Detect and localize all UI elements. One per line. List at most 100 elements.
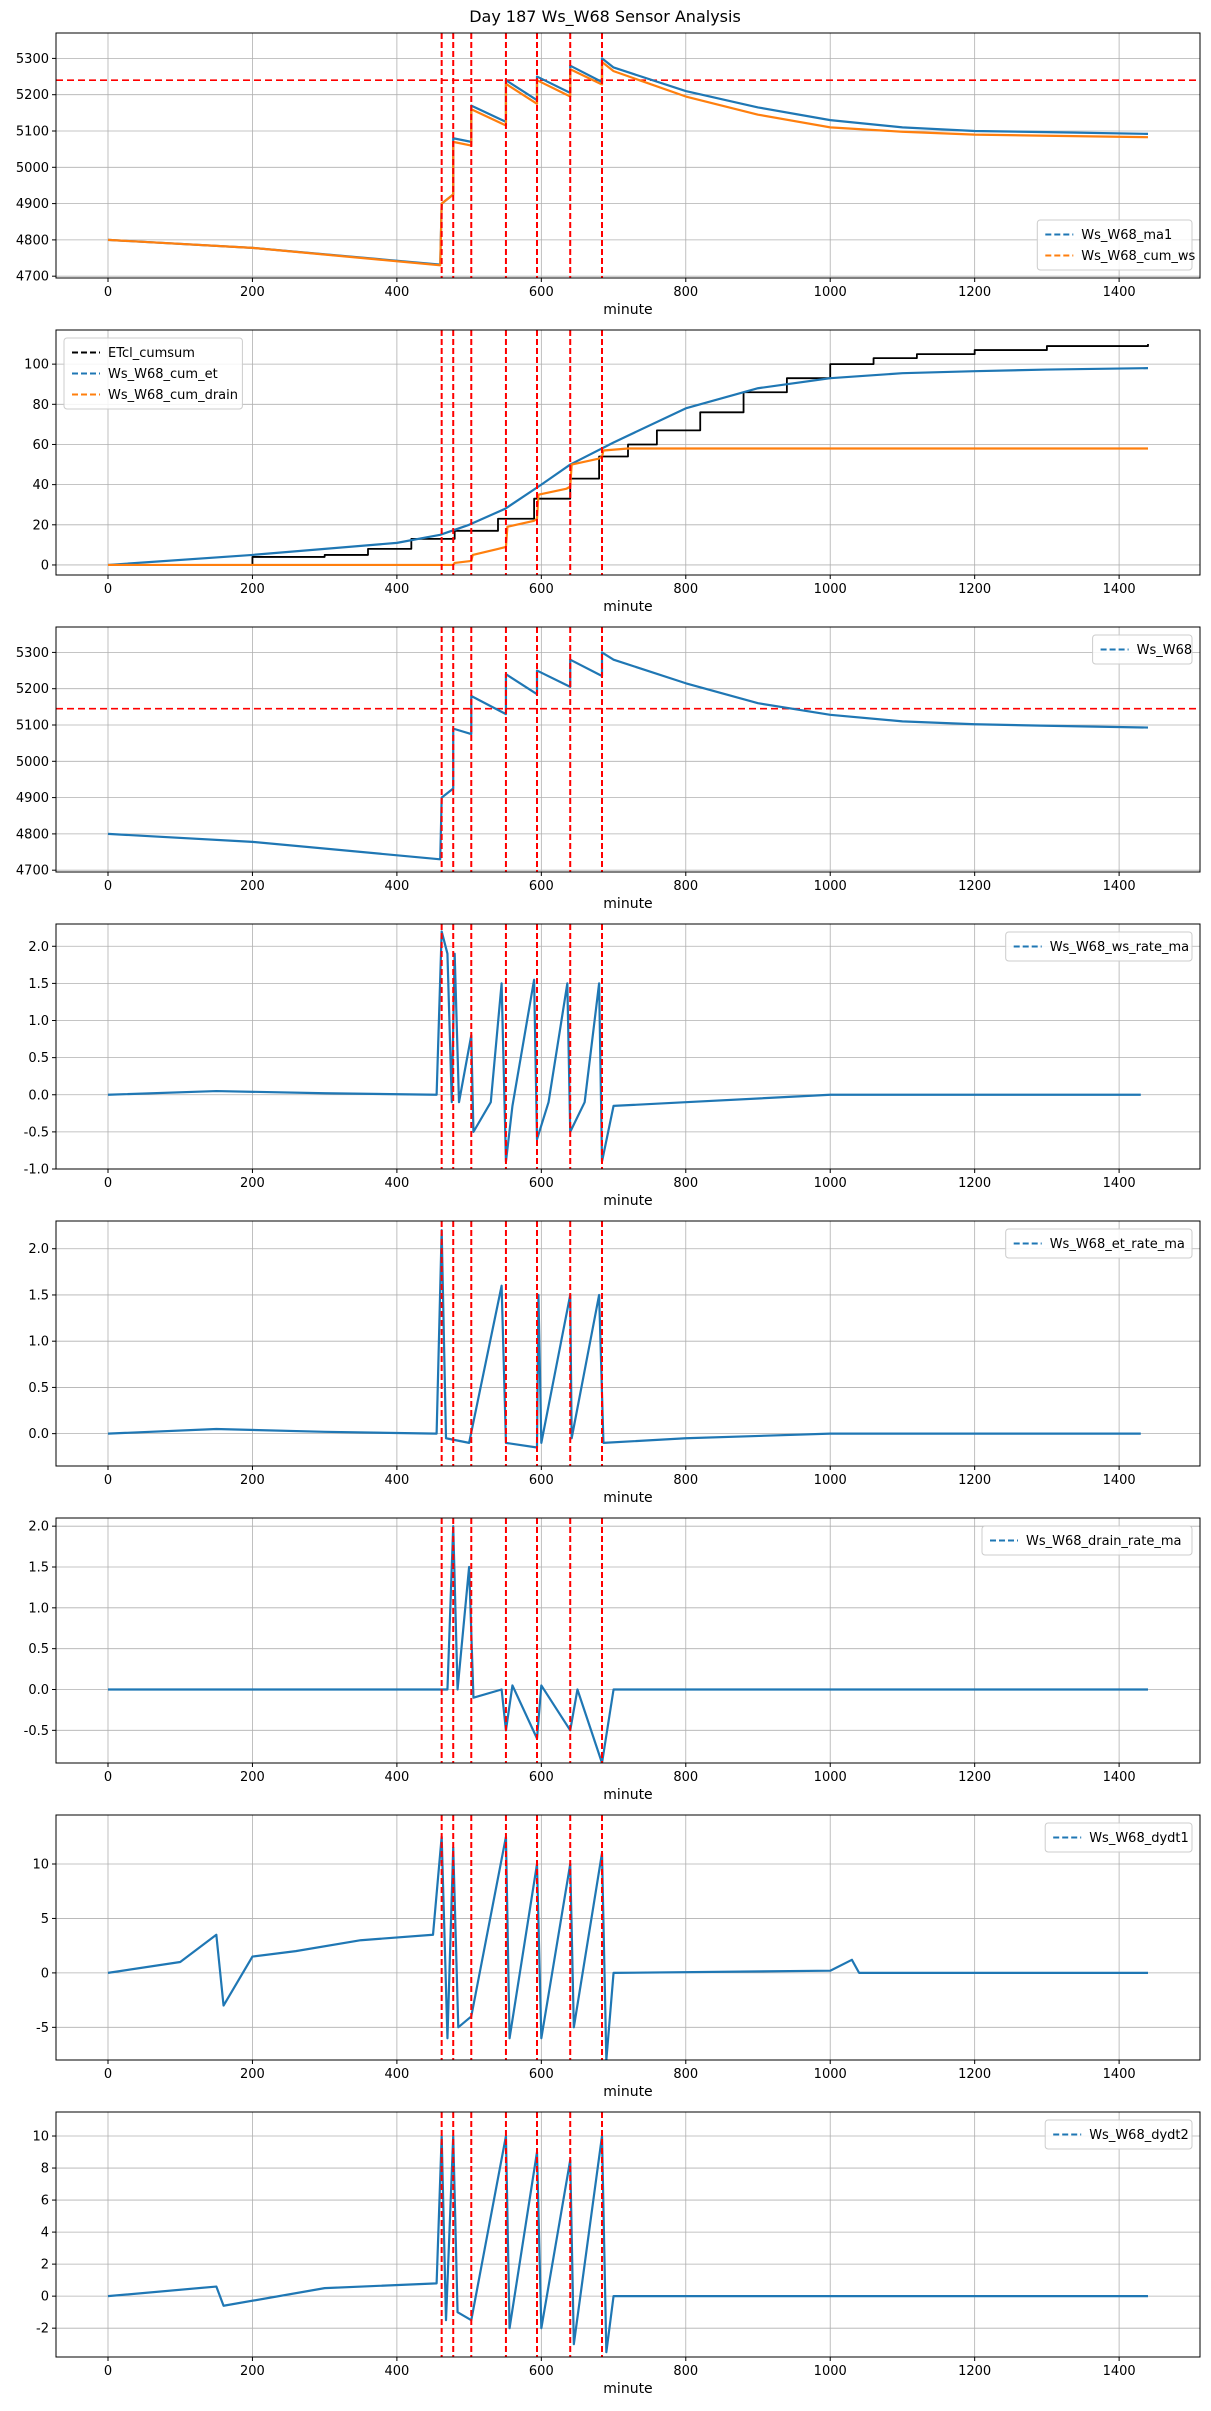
- x-tick-label: 1000: [814, 1473, 847, 1488]
- x-tick-label: 0: [104, 1176, 112, 1191]
- x-tick-label: 0: [104, 879, 112, 894]
- x-tick-label: 0: [104, 1473, 112, 1488]
- axes-frame: [55, 626, 1201, 873]
- x-tick-label: 1000: [814, 582, 847, 597]
- x-axis-label: minute: [603, 2381, 652, 2397]
- y-tick-label: 5000: [16, 755, 49, 770]
- legend-label: Ws_W68_dydt2: [1089, 2128, 1189, 2143]
- y-tick-label: 1.5: [28, 1288, 49, 1303]
- subplot-6: 0 200 400 600 800 1000 1200 1400 -0.5 0.0 0.5 1.0 1.…: [24, 1517, 1201, 1803]
- x-tick-label: 400: [384, 1473, 409, 1488]
- x-tick-label: 1400: [1103, 879, 1136, 894]
- legend-label: Ws_W68_et_rate_ma: [1050, 1237, 1185, 1252]
- x-tick-label: 0: [104, 2364, 112, 2379]
- y-tick-label: -0.5: [24, 1125, 49, 1140]
- y-tick-label: 5300: [16, 52, 49, 67]
- y-tick-label: 8: [41, 2162, 49, 2177]
- x-tick-label: 400: [384, 2067, 409, 2082]
- x-tick-label: 200: [240, 1176, 265, 1191]
- x-tick-label: 800: [673, 2067, 698, 2082]
- y-tick-label: -1.0: [24, 1163, 49, 1178]
- x-axis-label: minute: [603, 1193, 652, 1209]
- y-tick-label: 4: [41, 2226, 49, 2241]
- x-tick-label: 200: [240, 582, 265, 597]
- x-tick-label: 800: [673, 1770, 698, 1785]
- x-tick-label: 800: [673, 1176, 698, 1191]
- y-tick-label: -0.5: [24, 1724, 49, 1739]
- y-tick-label: 0.5: [28, 1642, 49, 1657]
- plot-area: [56, 627, 1200, 872]
- y-tick-label: 6: [41, 2194, 49, 2209]
- x-tick-label: 800: [673, 582, 698, 597]
- x-axis-label: minute: [603, 896, 652, 912]
- x-tick-label: 800: [673, 1473, 698, 1488]
- legend-box: [1044, 1822, 1193, 1853]
- plot-area: [56, 33, 1200, 278]
- x-tick-label: 600: [529, 879, 554, 894]
- legend-box: [1036, 219, 1193, 271]
- series-line-ws-w68: [107, 651, 1149, 861]
- x-tick-label: 0: [104, 285, 112, 300]
- legend-label: Ws_W68_cum_ws: [1081, 249, 1195, 264]
- x-tick-label: 800: [673, 2364, 698, 2379]
- x-tick-label: 400: [384, 2364, 409, 2379]
- plot-area: [107, 1221, 1141, 1466]
- series-line-ws-w68-cum-et: [107, 367, 1149, 567]
- x-tick-label: 1000: [814, 879, 847, 894]
- y-tick-label: 5100: [16, 125, 49, 140]
- y-tick-label: 0.0: [28, 1683, 49, 1698]
- y-tick-label: 60: [32, 438, 49, 453]
- x-tick-label: 600: [529, 582, 554, 597]
- plot-area: [107, 924, 1141, 1169]
- x-tick-label: 1000: [814, 2067, 847, 2082]
- legend: Ws_W68_dydt2: [1044, 2119, 1193, 2150]
- x-tick-label: 600: [529, 285, 554, 300]
- x-tick-label: 400: [384, 1770, 409, 1785]
- subplots: 0 200 400 600 800 1000 1200 1400470048004900500…: [16, 32, 1201, 2397]
- x-tick-label: 400: [384, 1176, 409, 1191]
- legend: Ws_W68_et_rate_ma: [1005, 1228, 1193, 1259]
- x-tick-label: 0: [104, 1770, 112, 1785]
- axes-frame: [55, 923, 1201, 1170]
- x-tick-label: 600: [529, 1770, 554, 1785]
- y-tick-label: 4700: [16, 864, 49, 879]
- x-tick-label: 200: [240, 2364, 265, 2379]
- x-tick-label: 0: [104, 2067, 112, 2082]
- x-tick-label: 800: [673, 879, 698, 894]
- y-tick-label: 80: [32, 398, 49, 413]
- y-tick-label: 1.0: [28, 1014, 49, 1029]
- legend: Ws_W68_ma1 Ws_W68_cum_ws: [1036, 219, 1196, 271]
- y-tick-label: 1.5: [28, 977, 49, 992]
- x-tick-label: 1400: [1103, 1770, 1136, 1785]
- x-tick-label: 400: [384, 285, 409, 300]
- legend-label: ETcl_cumsum: [108, 346, 195, 361]
- y-tick-label: 4800: [16, 827, 49, 842]
- legend-box: [1005, 931, 1193, 962]
- subplot-1: 0 200 400 600 800 1000 1200 1400 4700 4800 4900 500…: [16, 32, 1201, 318]
- legend-label: Ws_W68_dydt1: [1089, 1831, 1189, 1846]
- y-tick-label: 0.5: [28, 1381, 49, 1396]
- y-tick-label: -2: [36, 2322, 49, 2337]
- y-tick-label: 2.0: [28, 1242, 49, 1257]
- y-tick-label: 1.0: [28, 1335, 49, 1350]
- y-tick-label: 10: [32, 1858, 49, 1873]
- axes-frame: [55, 2111, 1201, 2358]
- x-tick-label: 1200: [958, 2364, 991, 2379]
- y-tick-label: 100: [24, 358, 49, 373]
- x-tick-label: 1200: [958, 1176, 991, 1191]
- y-tick-label: 20: [32, 518, 49, 533]
- x-tick-label: 1400: [1103, 582, 1136, 597]
- x-tick-label: 200: [240, 1473, 265, 1488]
- x-tick-label: 200: [240, 2067, 265, 2082]
- x-tick-label: 1400: [1103, 285, 1136, 300]
- y-tick-label: 4900: [16, 791, 49, 806]
- x-tick-label: 600: [529, 2364, 554, 2379]
- x-tick-label: 1400: [1103, 2067, 1136, 2082]
- y-tick-label: 5: [41, 1912, 49, 1927]
- x-axis-label: minute: [603, 302, 652, 318]
- x-tick-label: 1200: [958, 1473, 991, 1488]
- y-tick-label: 5100: [16, 719, 49, 734]
- x-tick-label: 600: [529, 2067, 554, 2082]
- y-tick-label: 0.0: [28, 1427, 49, 1442]
